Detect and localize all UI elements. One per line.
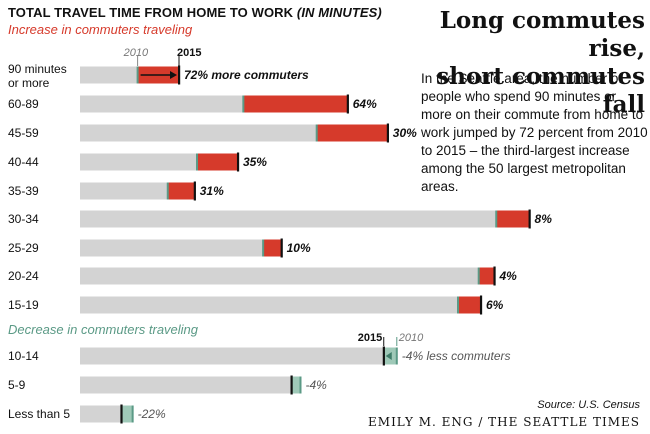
marker-2015-20-24 bbox=[493, 266, 496, 286]
category-label-less-than-5: Less than 5 bbox=[8, 407, 70, 421]
bar-change-20-24 bbox=[478, 267, 495, 285]
marker-2015-30-34 bbox=[528, 209, 531, 229]
bar-base-40-44 bbox=[80, 153, 197, 171]
bar-base-25-29 bbox=[80, 239, 264, 257]
bar-change-less-than-5 bbox=[121, 405, 133, 423]
chart-title-unit: (IN MINUTES) bbox=[296, 5, 382, 20]
category-label-5-9: 5-9 bbox=[8, 378, 26, 392]
marker-2010-15-19 bbox=[457, 296, 459, 314]
marker-2015-35-39 bbox=[193, 181, 196, 201]
marker-2010-60-89 bbox=[242, 95, 245, 113]
decrease-arrow-head bbox=[385, 352, 392, 360]
marker-2015-25-29 bbox=[280, 238, 283, 258]
year-label-2010-decrease: 2010 bbox=[398, 332, 424, 344]
category-label-60-89: 60-89 bbox=[8, 97, 39, 111]
marker-2015-40-44 bbox=[236, 152, 240, 172]
bar-base-20-24 bbox=[80, 267, 479, 285]
change-label-5-9: -4% bbox=[306, 378, 328, 392]
change-label-less-than-5: -22% bbox=[138, 407, 166, 421]
marker-2015-60-89 bbox=[346, 94, 349, 114]
marker-2010-5-9 bbox=[299, 376, 302, 394]
change-label-10-14: -4% less commuters bbox=[402, 349, 511, 363]
marker-2010-10-14 bbox=[395, 347, 398, 365]
marker-2015-90-minutes-or-more bbox=[178, 65, 181, 85]
bar-change-15-19 bbox=[458, 296, 481, 314]
headline: Long commutes rise, short commutes fall bbox=[400, 7, 645, 119]
category-label-90-minutes-or-more-line2: or more bbox=[8, 76, 50, 90]
category-label-35-39: 35-39 bbox=[8, 184, 39, 198]
bar-base-5-9 bbox=[80, 376, 292, 394]
marker-2010-20-24 bbox=[477, 267, 480, 285]
marker-2015-45-59 bbox=[386, 123, 389, 143]
change-label-45-59: 30% bbox=[393, 126, 417, 140]
bar-change-5-9 bbox=[291, 376, 301, 394]
bar-change-45-59 bbox=[316, 124, 388, 142]
change-label-35-39: 31% bbox=[200, 184, 224, 198]
marker-2010-35-39 bbox=[166, 182, 169, 200]
change-label-25-29: 10% bbox=[287, 241, 311, 255]
category-label-20-24: 20-24 bbox=[8, 269, 39, 283]
change-label-15-19: 6% bbox=[486, 298, 504, 312]
category-label-15-19: 15-19 bbox=[8, 298, 39, 312]
bar-base-35-39 bbox=[80, 182, 168, 200]
bar-base-30-34 bbox=[80, 210, 497, 228]
bar-base-60-89 bbox=[80, 95, 244, 113]
credit-line: EMILY M. ENG / THE SEATTLE TIMES bbox=[368, 415, 640, 429]
category-label-90-minutes-or-more-line1: 90 minutes bbox=[8, 62, 67, 76]
bar-change-35-39 bbox=[167, 182, 195, 200]
marker-2010-90-minutes-or-more bbox=[136, 66, 139, 84]
marker-2010-25-29 bbox=[262, 239, 265, 257]
marker-2010-40-44 bbox=[196, 153, 198, 171]
category-label-40-44: 40-44 bbox=[8, 155, 39, 169]
bar-base-15-19 bbox=[80, 296, 458, 314]
bar-change-40-44 bbox=[197, 153, 238, 171]
chart-title-text: TOTAL TRAVEL TIME FROM HOME TO WORK bbox=[8, 5, 294, 20]
source-note: Source: U.S. Census bbox=[537, 399, 640, 411]
marker-2010-less-than-5 bbox=[131, 405, 134, 423]
story-description: In the Seattle area, the number of peopl… bbox=[421, 71, 648, 194]
bar-change-30-34 bbox=[496, 210, 530, 228]
year-label-2010-increase: 2010 bbox=[123, 47, 149, 59]
marker-2015-10-14 bbox=[382, 346, 385, 366]
decrease-section-label: Decrease in commuters traveling bbox=[8, 322, 199, 337]
bar-base-less-than-5 bbox=[80, 405, 122, 423]
marker-2015-15-19 bbox=[479, 295, 483, 315]
change-label-90-minutes-or-more: 72% more commuters bbox=[184, 68, 309, 82]
change-label-60-89: 64% bbox=[353, 97, 377, 111]
headline-line-1: Long commutes rise, bbox=[439, 7, 645, 62]
year-label-2015-decrease: 2015 bbox=[358, 332, 382, 344]
category-label-45-59: 45-59 bbox=[8, 126, 39, 140]
marker-2010-45-59 bbox=[315, 124, 318, 142]
marker-2015-5-9 bbox=[290, 375, 293, 395]
year-label-2015-increase: 2015 bbox=[177, 47, 201, 59]
bar-base-90-minutes-or-more bbox=[80, 66, 138, 84]
bar-change-60-89 bbox=[243, 95, 348, 113]
category-label-30-34: 30-34 bbox=[8, 212, 39, 226]
headline-line-2: short commutes fall bbox=[436, 63, 645, 118]
bar-base-10-14 bbox=[80, 347, 384, 365]
change-label-40-44: 35% bbox=[243, 155, 267, 169]
increase-section-label: Increase in commuters traveling bbox=[8, 22, 193, 37]
category-label-10-14: 10-14 bbox=[8, 349, 39, 363]
increase-arrow-head bbox=[170, 71, 177, 79]
change-label-20-24: 4% bbox=[498, 269, 517, 283]
bar-base-45-59 bbox=[80, 124, 317, 142]
marker-2010-30-34 bbox=[495, 210, 498, 228]
chart-title: TOTAL TRAVEL TIME FROM HOME TO WORK (IN … bbox=[8, 5, 382, 20]
category-label-25-29: 25-29 bbox=[8, 241, 39, 255]
change-label-30-34: 8% bbox=[535, 212, 553, 226]
marker-2015-less-than-5 bbox=[120, 404, 123, 424]
bar-change-25-29 bbox=[263, 239, 282, 257]
